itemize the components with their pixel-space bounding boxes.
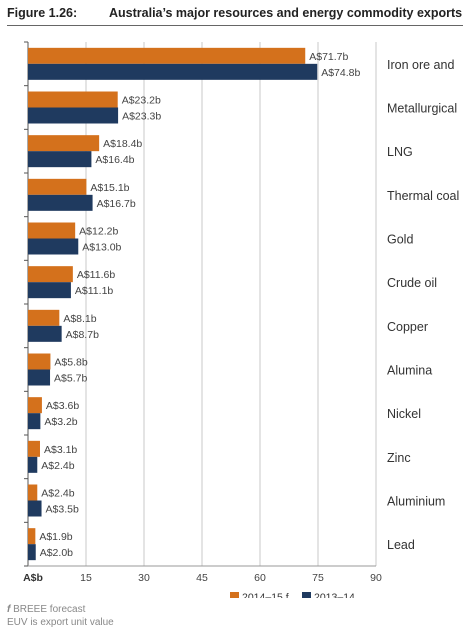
bar-2014-15-3	[28, 178, 87, 195]
footnote-forecast: f BREEE forecast	[7, 603, 114, 616]
bar-2013-14-10	[28, 500, 42, 517]
category-label-6: Copper	[387, 320, 428, 334]
bar-2014-15-7	[28, 353, 51, 370]
value-label-2014-15-3: A$15.1b	[90, 182, 129, 194]
category-label-11: Lead	[387, 538, 415, 552]
footnote-euv: EUV is export unit value	[7, 617, 114, 628]
legend-label-2013-14: 2013–14	[314, 592, 355, 599]
bar-2013-14-2	[28, 151, 92, 168]
footnote-forecast-marker: f	[7, 604, 11, 615]
bar-2014-15-8	[28, 397, 42, 414]
figure-title: Australia’s major resources and energy c…	[109, 6, 463, 20]
footnote-forecast-text: BREEE forecast	[13, 604, 86, 615]
bar-2013-14-7	[28, 369, 51, 386]
footnotes: f BREEE forecast EUV is export unit valu…	[7, 603, 114, 629]
bar-2014-15-2	[28, 135, 100, 152]
value-label-2014-15-10: A$2.4b	[41, 488, 74, 500]
x-tick-label-1: 30	[138, 572, 150, 584]
value-label-2013-14-6: A$8.7b	[66, 329, 99, 341]
x-tick-label-5: 90	[370, 572, 382, 584]
legend-label-2014-15: 2014–15 f	[242, 592, 289, 599]
bar-2013-14-9	[28, 456, 38, 473]
value-label-2013-14-9: A$2.4b	[41, 460, 74, 472]
x-tick-label-2: 45	[196, 572, 208, 584]
value-label-2013-14-8: A$3.2b	[44, 416, 77, 428]
category-label-3: Thermal coal	[387, 189, 459, 203]
category-label-2: LNG	[387, 145, 413, 159]
value-label-2013-14-0: A$74.8b	[321, 67, 360, 79]
value-label-2013-14-5: A$11.1b	[75, 285, 113, 297]
x-axis-unit-label: A$b	[23, 572, 43, 584]
value-label-2013-14-3: A$16.7b	[97, 198, 136, 210]
bar-2014-15-4	[28, 222, 76, 239]
value-label-2014-15-7: A$5.8b	[54, 357, 87, 369]
category-label-4: Gold	[387, 233, 413, 247]
bar-2014-15-0	[28, 47, 306, 64]
header-divider	[7, 25, 463, 26]
value-label-2013-14-7: A$5.7b	[54, 373, 87, 385]
value-label-2014-15-2: A$18.4b	[103, 138, 142, 150]
value-label-2014-15-6: A$8.1b	[63, 313, 96, 325]
category-label-7: Alumina	[387, 364, 432, 378]
value-label-2013-14-11: A$2.0b	[40, 547, 73, 559]
bar-2013-14-1	[28, 107, 119, 124]
value-label-2014-15-4: A$12.2b	[79, 226, 118, 238]
value-label-2014-15-1: A$23.2b	[122, 95, 161, 107]
x-tick-label-4: 75	[312, 572, 324, 584]
bar-chart: A$71.7b A$74.8b Iron ore and A$23.2b A$23.3b…	[23, 41, 459, 599]
bar-2013-14-4	[28, 238, 79, 255]
x-tick-label-3: 60	[254, 572, 266, 584]
bar-2014-15-10	[28, 484, 38, 501]
value-label-2014-15-11: A$1.9b	[39, 531, 72, 543]
figure-number: Figure 1.26:	[7, 6, 78, 20]
value-label-2013-14-1: A$23.3b	[122, 111, 161, 123]
x-tick-label-0: 15	[80, 572, 92, 584]
value-label-2013-14-2: A$16.4b	[95, 154, 134, 166]
value-label-2014-15-0: A$71.7b	[309, 51, 348, 63]
category-label-0: Iron ore and	[387, 58, 454, 72]
category-label-10: Aluminium	[387, 495, 445, 509]
bar-2013-14-0	[28, 63, 318, 80]
bar-2014-15-11	[28, 528, 36, 545]
bar-2014-15-1	[28, 91, 118, 108]
category-label-5: Crude oil	[387, 276, 437, 290]
category-label-1: Metallurgical	[387, 102, 457, 116]
bar-2014-15-5	[28, 266, 73, 283]
value-label-2013-14-4: A$13.0b	[82, 242, 121, 254]
bar-2014-15-9	[28, 440, 40, 457]
legend-swatch-2013-14	[302, 592, 311, 598]
category-label-9: Zinc	[387, 451, 411, 465]
bar-2013-14-3	[28, 194, 93, 211]
value-label-2013-14-10: A$3.5b	[46, 504, 79, 516]
value-label-2014-15-8: A$3.6b	[46, 400, 79, 412]
figure-header: Figure 1.26: Australia’s major resources…	[0, 0, 463, 26]
value-label-2014-15-9: A$3.1b	[44, 444, 77, 456]
value-label-2014-15-5: A$11.6b	[77, 269, 115, 281]
bar-2013-14-8	[28, 413, 41, 430]
bar-2013-14-5	[28, 282, 71, 299]
bar-2013-14-6	[28, 325, 62, 342]
category-label-8: Nickel	[387, 407, 421, 421]
bar-2014-15-6	[28, 309, 60, 326]
legend-swatch-2014-15	[230, 592, 239, 598]
bar-2013-14-11	[28, 544, 36, 561]
